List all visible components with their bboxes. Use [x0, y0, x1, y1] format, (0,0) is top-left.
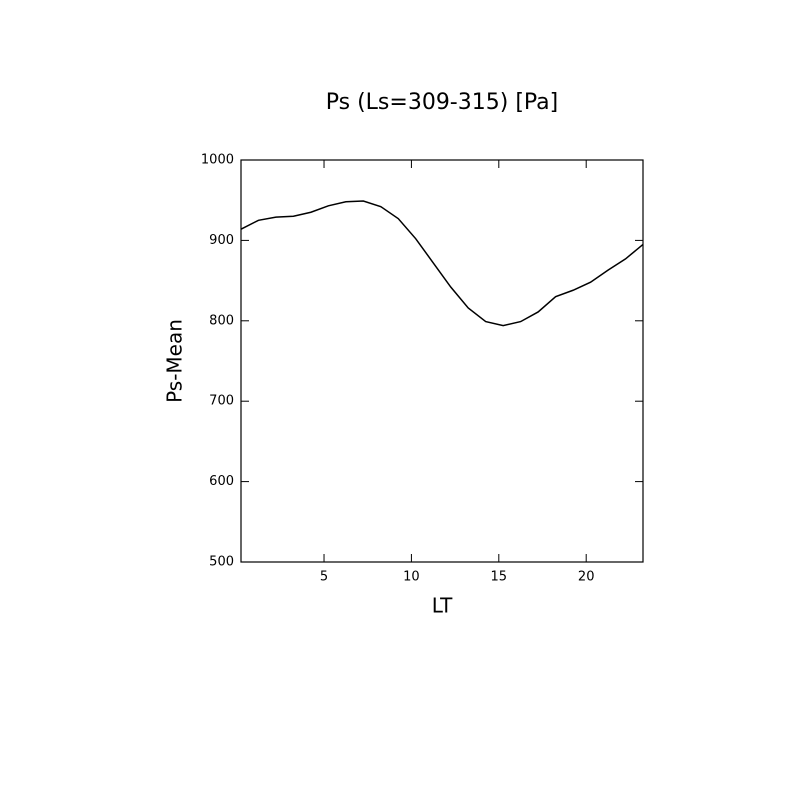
data-line: [240, 200, 644, 327]
y-tick-label: 600: [209, 474, 234, 489]
y-axis-label: Ps-Mean: [163, 319, 187, 403]
y-tick-label: 800: [209, 313, 234, 328]
x-tick-label: 15: [491, 570, 508, 585]
x-tick-label: 20: [578, 570, 595, 585]
y-tick-label: 1000: [201, 153, 234, 168]
chart-title: Ps (Ls=309-315) [Pa]: [326, 90, 559, 115]
y-tick-label: 500: [209, 555, 234, 570]
plot-frame: [240, 159, 644, 563]
x-tick-label: 10: [403, 570, 420, 585]
y-tick-label: 900: [209, 233, 234, 248]
x-tick-label: 5: [320, 570, 328, 585]
x-axis-label: LT: [432, 594, 453, 618]
y-tick-label: 700: [209, 394, 234, 409]
